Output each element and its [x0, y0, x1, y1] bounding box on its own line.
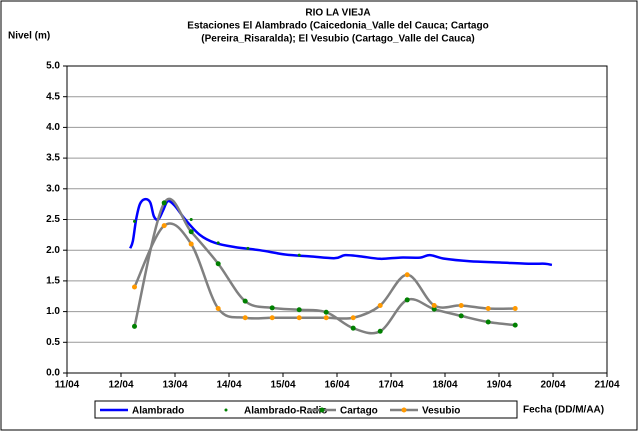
x-tick-label: 18/04 — [432, 380, 457, 391]
data-point — [512, 322, 518, 328]
x-tick-label: 17/04 — [378, 380, 403, 391]
legend-marker — [319, 407, 325, 413]
data-point — [431, 302, 437, 308]
x-tick-label: 20/04 — [540, 380, 565, 391]
data-point — [269, 305, 275, 311]
data-point — [296, 307, 302, 313]
data-point — [188, 229, 194, 235]
y-tick-label: 4.0 — [46, 122, 60, 133]
data-point — [458, 302, 464, 308]
y-tick-label: 3.5 — [46, 153, 60, 164]
data-point — [404, 297, 410, 303]
x-tick-label: 14/04 — [216, 380, 241, 391]
x-tick-label: 12/04 — [108, 380, 133, 391]
y-tick-label: 0.0 — [46, 368, 60, 379]
data-point — [161, 223, 167, 229]
y-tick-label: 2.0 — [46, 245, 60, 256]
series-line — [129, 197, 553, 267]
legend-label: Alambrado-Radio — [244, 406, 327, 417]
data-point — [242, 315, 248, 321]
data-point — [188, 241, 194, 247]
x-tick-label: 19/04 — [486, 380, 511, 391]
data-point — [485, 306, 491, 312]
data-point — [215, 261, 221, 267]
chart-title: RIO LA VIEJA — [305, 8, 370, 19]
data-point — [296, 315, 302, 321]
data-point — [246, 246, 250, 250]
y-tick-label: 1.5 — [46, 276, 60, 287]
y-tick-label: 4.5 — [46, 91, 60, 102]
data-point — [404, 272, 410, 278]
x-tick-label: 13/04 — [162, 380, 187, 391]
legend-label: Vesubio — [422, 406, 460, 417]
data-point — [132, 284, 137, 290]
data-point — [133, 219, 136, 223]
data-point — [161, 200, 167, 206]
data-point — [350, 315, 356, 321]
data-point — [431, 306, 437, 312]
x-axis-label: Fecha (DD/M/AA) — [523, 405, 604, 416]
data-point — [216, 241, 220, 245]
plot-area — [66, 65, 608, 374]
y-tick-label: 3.0 — [46, 183, 60, 194]
y-tick-label: 1.0 — [46, 306, 60, 317]
x-tick-label: 11/04 — [55, 380, 80, 391]
data-point — [132, 323, 137, 329]
data-point — [485, 319, 491, 325]
chart-title: Estaciones El Alambrado (Caicedonia_Vall… — [187, 21, 488, 32]
data-point — [377, 302, 383, 308]
legend-marker — [401, 407, 407, 413]
data-point — [377, 328, 383, 334]
data-point — [323, 309, 329, 315]
data-point — [512, 306, 518, 312]
data-point — [297, 253, 301, 257]
chart-title: (Pereira_Risaralda); El Vesubio (Cartago… — [201, 34, 474, 45]
y-tick-label: 2.5 — [46, 214, 60, 225]
data-point — [350, 325, 356, 331]
legend-label: Cartago — [340, 406, 378, 417]
legend-marker — [224, 408, 228, 412]
data-point — [323, 315, 329, 321]
data-point — [458, 313, 464, 319]
data-point — [242, 298, 248, 304]
legend-label: Alambrado — [132, 406, 184, 417]
x-tick-label: 16/04 — [324, 380, 349, 391]
x-tick-label: 15/04 — [270, 380, 295, 391]
data-point — [215, 306, 221, 312]
legend — [94, 400, 518, 419]
x-tick-label: 21/04 — [594, 380, 619, 391]
y-tick-label: 0.5 — [46, 337, 60, 348]
data-point — [189, 218, 193, 221]
y-tick-label: 5.0 — [46, 61, 60, 72]
y-axis-label: Nivel (m) — [8, 31, 50, 42]
data-point — [269, 315, 275, 321]
